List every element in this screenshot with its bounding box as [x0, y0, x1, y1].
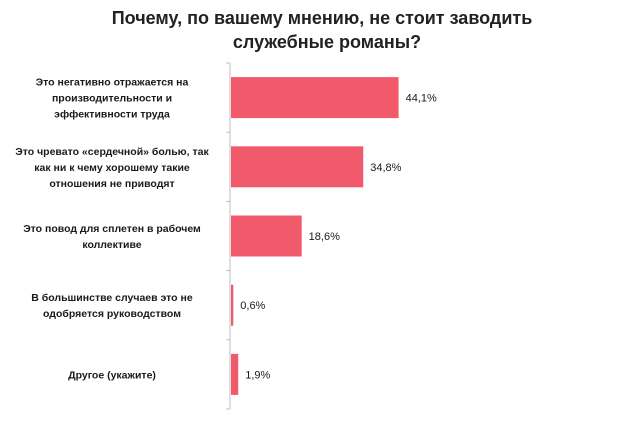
value-label-4: 0,6%: [240, 300, 265, 312]
value-label-3: 18,6%: [309, 231, 340, 243]
value-label-1: 44,1%: [406, 93, 437, 105]
category-label-2: Это чревато «сердечной» болью, так как ни…: [15, 146, 209, 190]
bar-1: [231, 77, 399, 119]
value-label-5: 1,9%: [245, 369, 270, 381]
bar-5: [231, 353, 239, 395]
bar-2: [231, 146, 364, 188]
chart-title: Почему, по вашему мнению, не стоит завод…: [0, 6, 624, 54]
category-label-3: Это повод для сплетен в рабочем коллектив…: [23, 223, 201, 251]
bar-4: [231, 284, 234, 326]
category-label-4: В большинстве случаев это не одобряется р…: [31, 292, 193, 320]
chart-title-line-2: служебные романы?: [232, 32, 422, 52]
category-label-5: Другое (укажите): [68, 369, 156, 381]
bar-3: [231, 215, 302, 257]
category-label-1: Это негативно отражается на производитель…: [36, 77, 189, 121]
chart-title-line-1: Почему, по вашему мнению, не стоит завод…: [111, 8, 533, 28]
value-label-2: 34,8%: [370, 162, 401, 174]
